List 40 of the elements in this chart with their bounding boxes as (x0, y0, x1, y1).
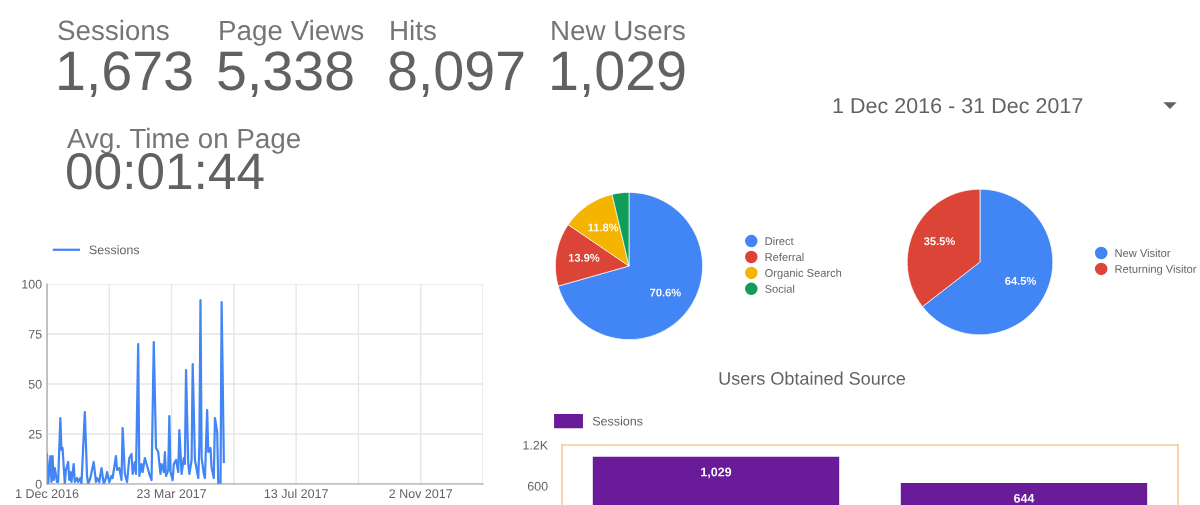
y-tick-label: 1.2K (523, 440, 548, 450)
x-tick-label: 23 Mar 2017 (137, 489, 207, 499)
text: Hits (391, 19, 436, 41)
y-tick-label: 75 (28, 329, 42, 339)
text: 1 Dec 2016 - 31 Dec 2017 (833, 97, 1083, 114)
text: New Users (552, 20, 685, 41)
text: 1,029 (701, 467, 732, 479)
text: 8,097 (389, 51, 524, 98)
legend-label: New Visitor (1115, 248, 1171, 258)
y-tick-label: 50 (28, 379, 42, 389)
data-label: 11.8% (588, 223, 619, 232)
chart-title: Users Obtained Source (719, 371, 906, 385)
legend-label: Returning Visitor (1115, 264, 1197, 276)
legend-label: Direct (765, 236, 794, 246)
text: 1,029 (552, 51, 685, 98)
pie-slice (557, 192, 703, 340)
legend-label: Sessions (592, 416, 643, 426)
legend-label: Referral (765, 252, 804, 262)
y-tick-label: 600 (527, 481, 548, 491)
legend-label: Social (765, 284, 795, 293)
text: 00:01:44 (67, 153, 264, 190)
x-tick-label: 2 Nov 2017 (389, 489, 453, 499)
data-label: 35.5% (923, 237, 955, 246)
x-tick-label: 13 Jul 2017 (264, 488, 328, 499)
data-label: 64.5% (1005, 276, 1036, 285)
text: Avg. Time on Page (67, 127, 300, 154)
text: Page Views (220, 19, 364, 46)
data-label: 70.6% (650, 288, 681, 297)
text: Sessions (58, 19, 169, 41)
y-tick-label: 0 (35, 479, 42, 489)
line-series (47, 298, 225, 484)
y-tick-label: 100 (22, 279, 42, 289)
text: 644 (1014, 493, 1035, 503)
y-tick-label: 25 (28, 429, 42, 439)
legend-label: Organic Search (765, 268, 842, 280)
text: 5,338 (218, 51, 353, 98)
legend-label: Sessions (89, 245, 140, 255)
data-label: 13.9% (568, 253, 600, 262)
text: 1,673 (59, 51, 192, 98)
x-tick-label: 1 Dec 2016 (15, 489, 79, 499)
